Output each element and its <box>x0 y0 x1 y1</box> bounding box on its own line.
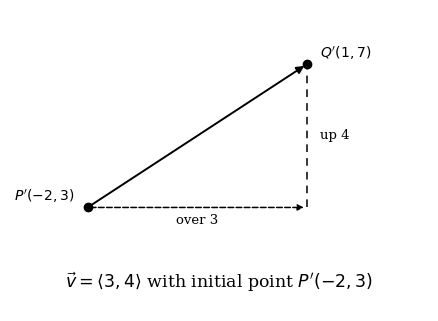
Text: $Q'(1,7)$: $Q'(1,7)$ <box>320 44 371 62</box>
Text: $P'(-2,3)$: $P'(-2,3)$ <box>14 187 74 204</box>
Text: up 4: up 4 <box>320 129 349 143</box>
Text: over 3: over 3 <box>176 214 218 227</box>
Text: $\vec{v} = \langle3,4\rangle$ with initial point $P'(-2,3)$: $\vec{v} = \langle3,4\rangle$ with initi… <box>65 270 373 294</box>
